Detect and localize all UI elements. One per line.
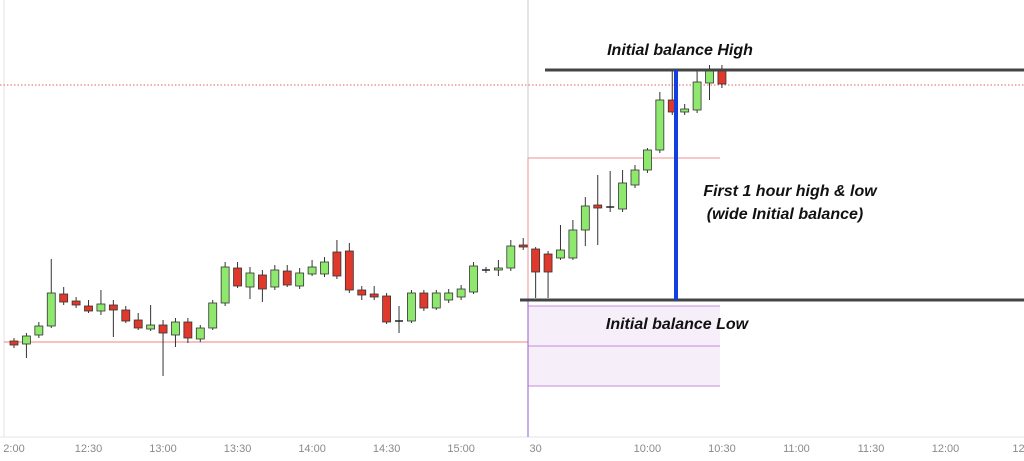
candle-body	[220, 266, 230, 304]
annotation: Initial balance Low	[606, 316, 750, 333]
candle-body	[121, 309, 131, 322]
annotation: (wide Initial balance)	[707, 206, 863, 223]
candle-body	[307, 266, 317, 275]
candle-body	[282, 270, 292, 286]
x-tick-label: 14:00	[298, 443, 326, 455]
candle-body	[593, 204, 603, 209]
candle-body	[257, 274, 267, 290]
candles	[9, 65, 727, 376]
candle-body	[407, 292, 416, 322]
x-tick-label: 14:30	[373, 443, 401, 455]
candle-body	[568, 229, 578, 259]
x-tick-label: 12:	[1012, 443, 1024, 455]
candle-body	[320, 261, 329, 275]
x-tick-label: 11:30	[858, 443, 885, 455]
candle-body	[332, 251, 342, 277]
x-tick-label: 10:00	[634, 443, 662, 455]
candle-body	[556, 249, 565, 259]
candle-body	[59, 293, 69, 303]
x-tick-label: 12:30	[75, 443, 103, 455]
candle-body	[444, 292, 454, 301]
candle-body	[543, 253, 553, 273]
candle-body	[643, 149, 652, 171]
candle-body	[357, 289, 367, 296]
candle-body	[618, 182, 627, 210]
x-tick-label: 15:00	[447, 443, 475, 455]
candle-body	[456, 288, 466, 298]
annotation: Initial balance High	[607, 42, 753, 59]
candle-body	[369, 293, 379, 298]
candle-body	[344, 250, 354, 291]
candle-body	[493, 267, 503, 271]
candle-body	[46, 292, 56, 327]
x-tick-label: 30	[530, 443, 542, 455]
x-tick-label: 11:00	[783, 443, 810, 455]
candle-body	[71, 300, 81, 306]
candle-body	[195, 327, 205, 340]
candle-body	[382, 295, 392, 323]
candle-body	[34, 325, 44, 336]
x-tick-label: 10:30	[708, 443, 736, 455]
candle-body	[705, 69, 714, 84]
x-tick-label: 13:30	[224, 443, 252, 455]
candle-body	[208, 302, 218, 329]
candle-body	[245, 272, 255, 288]
candle-body	[158, 324, 168, 334]
candle-body	[295, 272, 305, 287]
candle-body	[270, 269, 280, 288]
candle-body	[580, 205, 590, 231]
candle-body	[146, 324, 156, 330]
candle-body	[655, 99, 665, 151]
candle-body	[506, 245, 516, 269]
candle-body	[84, 305, 93, 312]
candle-body	[419, 292, 429, 309]
candle-body	[431, 292, 441, 309]
x-tick-label: 2:00	[3, 443, 24, 455]
candle-body	[171, 321, 180, 336]
x-tick-label: 12:00	[932, 443, 960, 455]
candle-body	[9, 340, 19, 346]
candle-body	[233, 267, 242, 287]
candle-body	[680, 108, 690, 113]
candle-body	[133, 319, 143, 329]
candle-body	[183, 321, 193, 339]
x-tick-label: 13:00	[149, 443, 177, 455]
candle-body	[630, 169, 640, 186]
candle-body	[469, 265, 478, 293]
annotation: First 1 hour high & low	[703, 183, 878, 200]
candle-body	[22, 335, 31, 345]
candle-body	[692, 81, 702, 111]
candle-body	[518, 244, 528, 248]
candle-body	[96, 303, 106, 312]
candle-body	[108, 304, 118, 311]
candle-body	[531, 248, 541, 273]
